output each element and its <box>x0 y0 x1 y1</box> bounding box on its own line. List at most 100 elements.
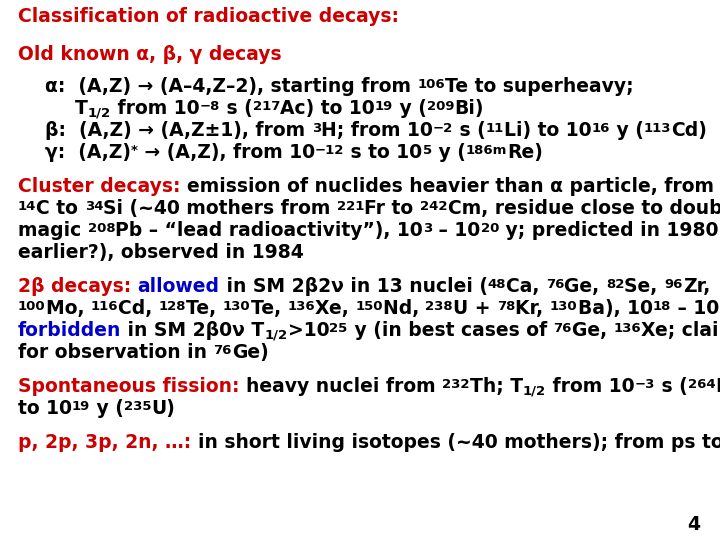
Text: 3: 3 <box>312 122 321 135</box>
Text: α:  (A,Z) → (A–4,Z–2), starting from: α: (A,Z) → (A–4,Z–2), starting from <box>45 77 418 96</box>
Text: Bi): Bi) <box>454 99 484 118</box>
Text: Nd,: Nd, <box>382 299 426 318</box>
Text: 2β decays:: 2β decays: <box>18 277 138 296</box>
Text: 264: 264 <box>688 378 715 391</box>
Text: 209: 209 <box>427 100 454 113</box>
Text: H; from 10: H; from 10 <box>321 121 433 140</box>
Text: Te,: Te, <box>251 299 287 318</box>
Text: Te to superheavy;: Te to superheavy; <box>445 77 634 96</box>
Text: Spontaneous fission:: Spontaneous fission: <box>18 377 246 396</box>
Text: Classification of radioactive decays:: Classification of radioactive decays: <box>18 7 399 26</box>
Text: 18: 18 <box>652 300 671 313</box>
Text: Cluster decays:: Cluster decays: <box>18 177 187 196</box>
Text: −2: −2 <box>433 122 453 135</box>
Text: Xe,: Xe, <box>315 299 355 318</box>
Text: → (A,Z), from 10: → (A,Z), from 10 <box>138 143 315 162</box>
Text: s to 10: s to 10 <box>344 143 423 162</box>
Text: C to: C to <box>37 199 85 218</box>
Text: y (: y ( <box>610 121 644 140</box>
Text: 238: 238 <box>426 300 453 313</box>
Text: 242: 242 <box>420 200 448 213</box>
Text: 1/2: 1/2 <box>523 385 546 398</box>
Text: 16: 16 <box>592 122 610 135</box>
Text: y (in best cases of: y (in best cases of <box>348 321 553 340</box>
Text: in SM 2β0ν T: in SM 2β0ν T <box>122 321 265 340</box>
Text: 136: 136 <box>613 322 641 335</box>
Text: 24: 24 <box>719 300 720 313</box>
Text: −3: −3 <box>634 378 655 391</box>
Text: s (: s ( <box>655 377 688 396</box>
Text: 5: 5 <box>423 144 431 157</box>
Text: s (: s ( <box>453 121 486 140</box>
Text: Old known α, β, γ decays: Old known α, β, γ decays <box>18 45 282 64</box>
Text: 235: 235 <box>124 400 152 413</box>
Text: Th; T: Th; T <box>469 377 523 396</box>
Text: 106: 106 <box>418 78 445 91</box>
Text: 130: 130 <box>223 300 251 313</box>
Text: 11: 11 <box>486 122 504 135</box>
Text: 76: 76 <box>553 322 572 335</box>
Text: 20: 20 <box>481 222 499 235</box>
Text: from 10: from 10 <box>111 99 199 118</box>
Text: Mo,: Mo, <box>45 299 91 318</box>
Text: Zr,: Zr, <box>683 277 710 296</box>
Text: 76: 76 <box>214 344 232 357</box>
Text: forbidden: forbidden <box>18 321 122 340</box>
Text: 130: 130 <box>550 300 577 313</box>
Text: 217: 217 <box>253 100 280 113</box>
Text: 14: 14 <box>18 200 37 213</box>
Text: y (: y ( <box>90 399 124 418</box>
Text: 1/2: 1/2 <box>265 329 288 342</box>
Text: Cm, residue close to double: Cm, residue close to double <box>448 199 720 218</box>
Text: Cd): Cd) <box>671 121 707 140</box>
Text: Kr,: Kr, <box>516 299 550 318</box>
Text: Se,: Se, <box>624 277 665 296</box>
Text: 186m: 186m <box>466 144 507 157</box>
Text: U +: U + <box>453 299 497 318</box>
Text: U): U) <box>152 399 176 418</box>
Text: 1/2: 1/2 <box>88 107 111 120</box>
Text: Ac) to 10: Ac) to 10 <box>280 99 375 118</box>
Text: >10: >10 <box>288 321 329 340</box>
Text: – 10: – 10 <box>671 299 719 318</box>
Text: 78: 78 <box>497 300 516 313</box>
Text: y (: y ( <box>393 99 427 118</box>
Text: 4: 4 <box>687 515 700 534</box>
Text: 150: 150 <box>355 300 382 313</box>
Text: 208: 208 <box>88 222 115 235</box>
Text: 76: 76 <box>546 278 564 291</box>
Text: Ge,: Ge, <box>564 277 606 296</box>
Text: Ba), 10: Ba), 10 <box>577 299 652 318</box>
Text: Fr to: Fr to <box>364 199 420 218</box>
Text: Cd,: Cd, <box>118 299 159 318</box>
Text: Pb – “lead radioactivity”), 10: Pb – “lead radioactivity”), 10 <box>115 221 423 240</box>
Text: Si (~40 mothers from: Si (~40 mothers from <box>103 199 337 218</box>
Text: T: T <box>75 99 88 118</box>
Text: Te,: Te, <box>186 299 223 318</box>
Text: in SM 2β2ν in 13 nuclei (: in SM 2β2ν in 13 nuclei ( <box>220 277 487 296</box>
Text: Ge,: Ge, <box>572 321 613 340</box>
Text: 48: 48 <box>487 278 506 291</box>
Text: Ge): Ge) <box>232 343 269 362</box>
Text: s (: s ( <box>220 99 253 118</box>
Text: 136: 136 <box>287 300 315 313</box>
Text: Ca,: Ca, <box>506 277 546 296</box>
Text: β:  (A,Z) → (A,Z±1), from: β: (A,Z) → (A,Z±1), from <box>45 121 312 140</box>
Text: for observation in: for observation in <box>18 343 214 362</box>
Text: in short living isotopes (~40 mothers); from ps to s: in short living isotopes (~40 mothers); … <box>198 433 720 452</box>
Text: emission of nuclides heavier than α particle, from: emission of nuclides heavier than α part… <box>187 177 714 196</box>
Text: *: * <box>131 144 138 157</box>
Text: 25: 25 <box>329 322 348 335</box>
Text: from 10: from 10 <box>546 377 634 396</box>
Text: y; predicted in 1980 (or: y; predicted in 1980 (or <box>499 221 720 240</box>
Text: −8: −8 <box>199 100 220 113</box>
Text: y (: y ( <box>431 143 466 162</box>
Text: 232: 232 <box>442 378 469 391</box>
Text: to 10: to 10 <box>18 399 72 418</box>
Text: 100: 100 <box>18 300 45 313</box>
Text: 3: 3 <box>423 222 433 235</box>
Text: 221: 221 <box>337 200 364 213</box>
Text: allowed: allowed <box>138 277 220 296</box>
Text: γ:  (A,Z): γ: (A,Z) <box>45 143 131 162</box>
Text: Li) to 10: Li) to 10 <box>504 121 592 140</box>
